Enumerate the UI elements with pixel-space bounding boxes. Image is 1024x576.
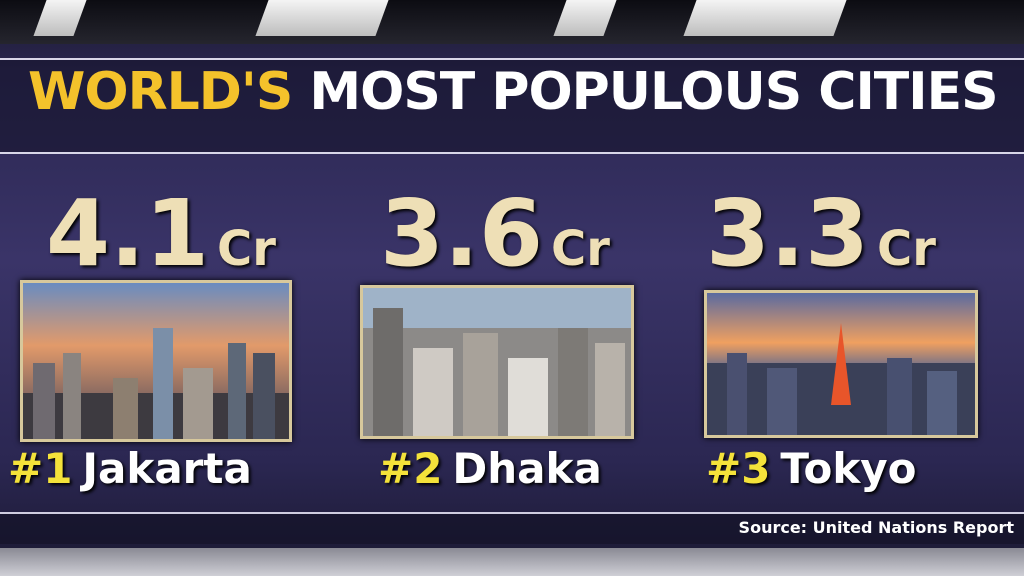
ceiling-light	[255, 0, 389, 36]
population: 3.3 Cr	[706, 180, 936, 287]
city-name: Tokyo	[780, 444, 917, 493]
city-label: #1 Jakarta	[8, 444, 252, 493]
title: WORLD'S MOST POPULOUS CITIES	[28, 62, 999, 122]
title-highlight: WORLD'S	[28, 62, 293, 122]
city-photo	[360, 285, 634, 439]
ceiling	[0, 0, 1024, 44]
city-label: #3 Tokyo	[706, 444, 917, 493]
rank: #3	[706, 444, 771, 493]
unit: Cr	[876, 221, 936, 277]
unit: Cr	[550, 221, 610, 277]
population: 4.1 Cr	[46, 180, 276, 287]
population: 3.6 Cr	[380, 180, 610, 287]
source-bar	[0, 512, 1024, 544]
city-label: #2 Dhaka	[378, 444, 602, 493]
rank: #1	[8, 444, 73, 493]
value: 3.6	[380, 180, 543, 287]
value: 3.3	[706, 180, 869, 287]
ceiling-light	[683, 0, 847, 36]
source: Source: United Nations Report	[738, 518, 1014, 537]
unit: Cr	[216, 221, 276, 277]
floor	[0, 548, 1024, 576]
city-name: Jakarta	[82, 444, 252, 493]
tokyo-skyline	[707, 293, 975, 435]
city-name: Dhaka	[452, 444, 602, 493]
city-photo	[704, 290, 978, 438]
title-bar	[0, 58, 1024, 154]
value: 4.1	[46, 180, 209, 287]
rank: #2	[378, 444, 443, 493]
dhaka-skyline	[363, 288, 631, 436]
jakarta-skyline	[23, 283, 289, 439]
title-rest: MOST POPULOUS CITIES	[309, 62, 998, 122]
city-photo	[20, 280, 292, 442]
